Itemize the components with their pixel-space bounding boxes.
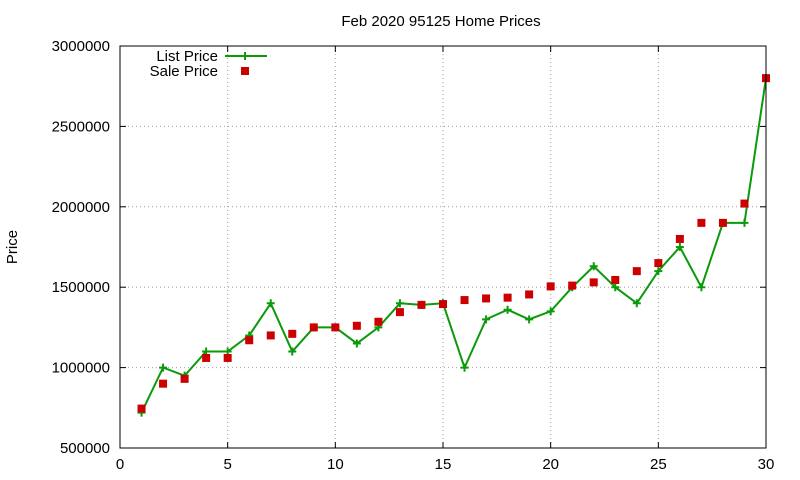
y-tick-label: 1000000: [52, 360, 110, 377]
sale-price-point: [503, 293, 512, 302]
sale-price-point: [417, 300, 426, 309]
legend-label-sale-price: Sale Price: [150, 63, 218, 80]
sale-price-point: [309, 323, 318, 332]
y-tick-label: 2000000: [52, 199, 110, 216]
axis-ticks: 0 5 10 15 20 25 30 500000 1000000 1500000 2000000 2…: [52, 38, 775, 473]
list-price-point: [675, 243, 684, 251]
sale-price-point: [675, 234, 684, 243]
list-price-point: [288, 347, 297, 356]
list-price-point: [589, 262, 598, 271]
sale-price-point: [654, 259, 663, 268]
sale-price-point: [589, 278, 598, 287]
sale-price-point: [374, 317, 383, 326]
sale-price-point: [525, 290, 534, 299]
list-price-point: [654, 267, 663, 276]
sale-price-point: [202, 353, 211, 362]
list-price-point: [611, 283, 620, 292]
list-price-line: [140, 78, 767, 414]
legend-label-list-price: List Price: [156, 48, 218, 65]
sale-price-point: [546, 282, 555, 291]
x-tick-label: 25: [650, 456, 667, 473]
sale-price-point: [568, 281, 577, 290]
sale-price-point: [460, 296, 469, 305]
list-price-point: [266, 299, 275, 308]
sale-price-point: [331, 323, 340, 332]
sale-price-point: [266, 331, 275, 340]
list-price-point: [525, 315, 534, 324]
sale-price-point: [223, 353, 232, 362]
sale-price-point: [352, 321, 361, 330]
y-tick-label: 2500000: [52, 118, 110, 135]
list-price-point: [546, 307, 555, 316]
sale-price-point: [245, 336, 254, 345]
sale-price-point: [482, 294, 491, 303]
legend-marker-list-price: [241, 52, 249, 60]
y-tick-label: 1500000: [52, 279, 110, 296]
series-layer: [137, 74, 770, 417]
sale-price-point: [740, 199, 749, 208]
list-price-point: [395, 299, 404, 308]
y-tick-label: 3000000: [52, 38, 110, 55]
sale-price-point: [632, 267, 641, 276]
sale-price-point: [611, 275, 620, 284]
list-price-point: [697, 283, 706, 292]
list-price-point: [482, 315, 491, 324]
sale-price-point: [137, 404, 146, 413]
list-price-point: [460, 363, 469, 372]
legend: List Price Sale Price: [150, 48, 267, 80]
list-price-point: [352, 339, 361, 348]
y-tick-label: 500000: [60, 440, 110, 457]
plot-frame: [119, 45, 767, 449]
sale-price-point: [439, 300, 447, 309]
sale-price-point: [718, 218, 727, 227]
sale-price-point: [159, 379, 168, 388]
x-tick-label: 0: [116, 456, 124, 473]
list-price-point: [740, 218, 749, 227]
list-price-point: [632, 299, 641, 308]
sale-price-point: [288, 329, 297, 338]
list-price-point: [503, 305, 512, 314]
sale-price-point: [697, 218, 706, 227]
chart-title: Feb 2020 95125 Home Prices: [341, 13, 540, 30]
x-tick-label: 30: [758, 456, 775, 473]
y-axis-label: Price: [4, 230, 21, 264]
grid-lines: [120, 46, 766, 448]
x-tick-label: 20: [542, 456, 559, 473]
sale-price-point: [395, 308, 404, 317]
x-tick-label: 5: [223, 456, 231, 473]
x-tick-label: 15: [435, 456, 452, 473]
legend-marker-sale-price: [241, 67, 249, 75]
list-price-point: [159, 363, 168, 372]
sale-price-point: [180, 374, 189, 383]
x-tick-label: 10: [327, 456, 344, 473]
